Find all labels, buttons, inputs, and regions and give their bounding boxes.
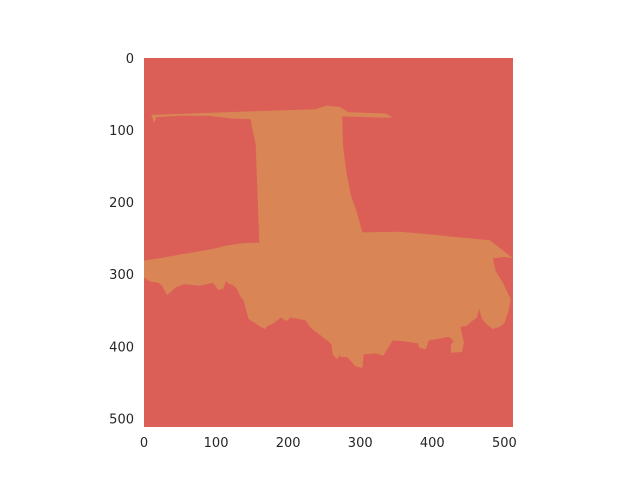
- x-tick-label: 300: [348, 436, 373, 451]
- y-tick-label: 200: [109, 196, 134, 211]
- x-tick-label: 400: [420, 436, 445, 451]
- x-tick-label: 0: [140, 436, 148, 451]
- y-axis: 0 100 200 300 400 500: [109, 52, 134, 427]
- y-tick-label: 300: [109, 268, 134, 283]
- plot-area: [144, 58, 513, 427]
- x-tick-label: 500: [492, 436, 517, 451]
- heatmap-foreground-class: [144, 105, 513, 368]
- y-tick-label: 0: [126, 52, 134, 67]
- y-tick-label: 100: [109, 124, 134, 139]
- x-tick-label: 200: [276, 436, 301, 451]
- x-tick-label: 100: [204, 436, 229, 451]
- x-axis: 0 100 200 300 400 500: [140, 436, 517, 451]
- y-tick-label: 400: [109, 340, 134, 355]
- y-tick-label: 500: [109, 412, 134, 427]
